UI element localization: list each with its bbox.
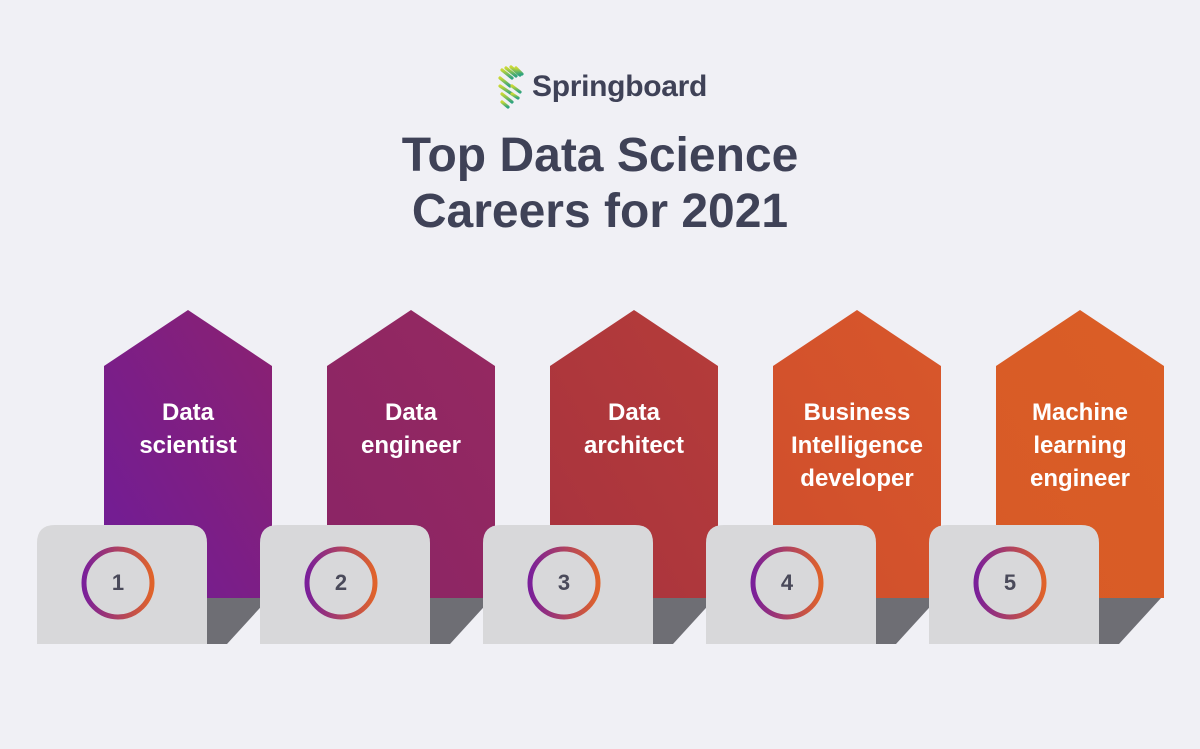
career-label-line: Machine <box>1031 399 1129 426</box>
pedestal-3 <box>483 525 653 644</box>
pedestal-2 <box>260 525 430 644</box>
step-ring-2 <box>304 546 378 620</box>
career-label-line: architect <box>583 432 685 459</box>
career-label-line: Intelligence <box>790 432 924 459</box>
step-number-3: 3 <box>557 570 571 595</box>
career-label-line: developer <box>800 465 914 492</box>
career-label-line: engineer <box>1029 465 1131 492</box>
pedestal-shadow-3 <box>649 598 715 644</box>
career-label-line: Data <box>384 399 438 426</box>
career-label-line: engineer <box>360 432 462 459</box>
career-label-2: Data engineer <box>327 396 495 462</box>
step-number-2: 2 <box>334 570 348 595</box>
pedestal-shadow-5 <box>1095 598 1161 644</box>
pedestal-5 <box>929 525 1099 644</box>
pedestal-4 <box>706 525 876 644</box>
step-ring-1 <box>81 546 155 620</box>
career-label-line: Data <box>161 399 215 426</box>
career-label-3: Data architect <box>550 396 718 462</box>
career-label-5: Machine learning engineer <box>996 396 1164 495</box>
pedestal-shadow-1 <box>203 598 269 644</box>
brand-name: Springboard <box>532 70 708 103</box>
springboard-logo: Springboard <box>496 62 707 112</box>
career-label-line: Data <box>607 399 661 426</box>
springboard-leaf-icon <box>498 65 524 109</box>
step-number-4: 4 <box>780 570 794 595</box>
title-line-2: Careers for 2021 <box>411 185 789 238</box>
pedestal-1 <box>37 525 207 644</box>
career-label-line: scientist <box>139 432 237 459</box>
career-label-line: learning <box>1033 432 1127 459</box>
step-ring-4 <box>750 546 824 620</box>
career-label-1: Data scientist <box>104 396 272 462</box>
step-number-5: 5 <box>1003 570 1017 595</box>
step-ring-3 <box>527 546 601 620</box>
title-line-1: Top Data Science <box>401 129 799 182</box>
page-title: Top Data Science Careers for 2021 <box>0 128 1200 240</box>
pedestal-shadow-2 <box>426 598 492 644</box>
pedestal-shadow-4 <box>872 598 938 644</box>
career-label-4: Business Intelligence developer <box>773 396 941 495</box>
career-label-line: Business <box>803 399 911 426</box>
step-number-1: 1 <box>111 570 125 595</box>
step-ring-5 <box>973 546 1047 620</box>
